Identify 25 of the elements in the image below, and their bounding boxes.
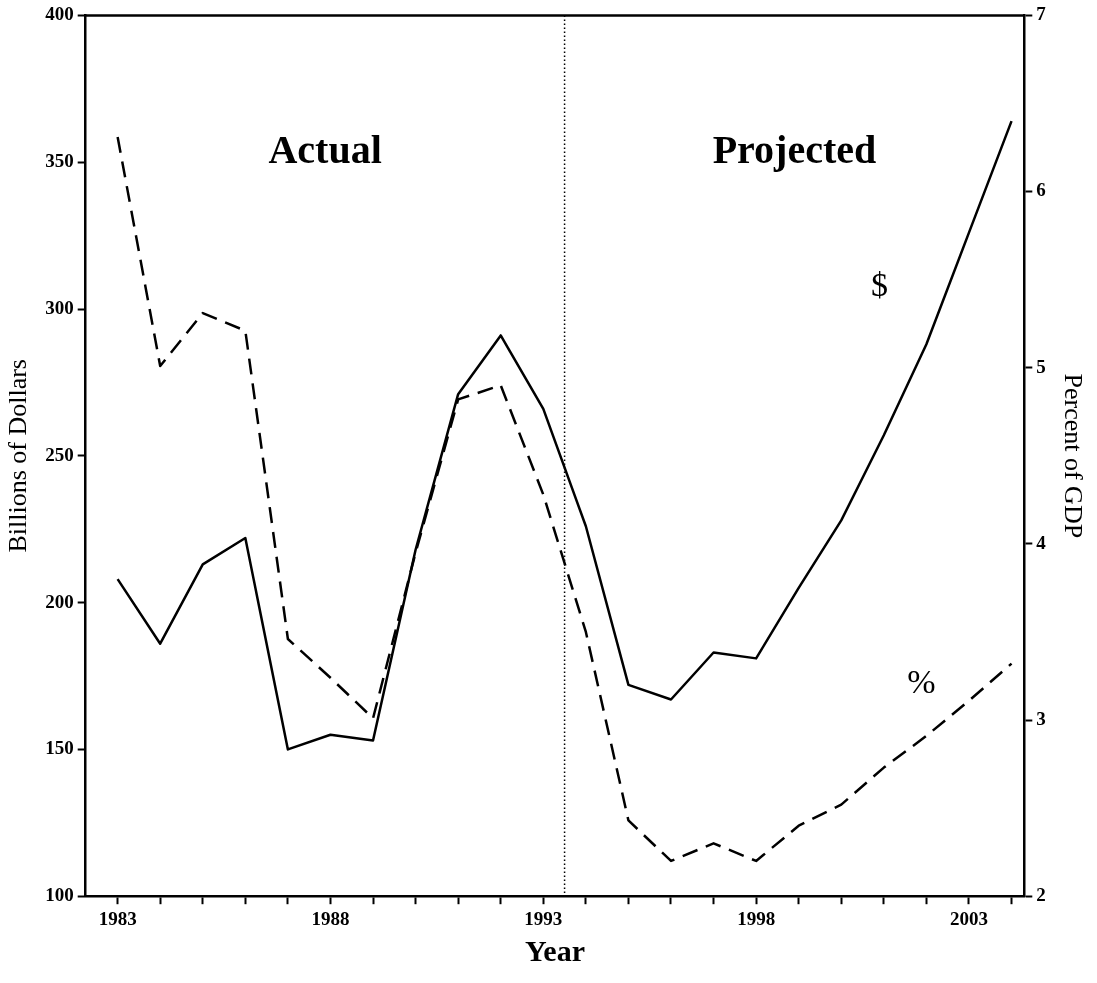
x-tick-label: 1983 [98,907,137,929]
y-tick-label: 150 [45,737,74,759]
y-tick-label: 400 [45,3,74,25]
y-tick-label: 100 [45,884,74,906]
y2-tick-label: 2 [1036,884,1046,906]
x-axis-title: Year [525,933,585,967]
y-tick-label: 200 [45,590,74,612]
y2-axis-title: Percent of GDP [1058,373,1088,539]
series-label: % [907,662,936,700]
x-tick-label: 1998 [737,907,776,929]
y2-tick-label: 5 [1036,355,1046,377]
y2-tick-label: 4 [1036,531,1047,553]
annotation: Projected [712,126,877,172]
y-tick-label: 300 [45,296,74,318]
x-tick-label: 2003 [949,907,988,929]
series-label: $ [870,266,888,304]
annotation: Actual [268,126,382,172]
y2-tick-label: 6 [1036,179,1046,201]
y2-tick-label: 3 [1036,707,1046,729]
x-tick-label: 1993 [524,907,563,929]
y-axis-title: Billions of Dollars [3,359,33,553]
x-tick-label: 1988 [311,907,350,929]
y-tick-label: 250 [45,443,74,465]
y-tick-label: 350 [45,150,74,172]
y2-tick-label: 7 [1036,3,1047,25]
